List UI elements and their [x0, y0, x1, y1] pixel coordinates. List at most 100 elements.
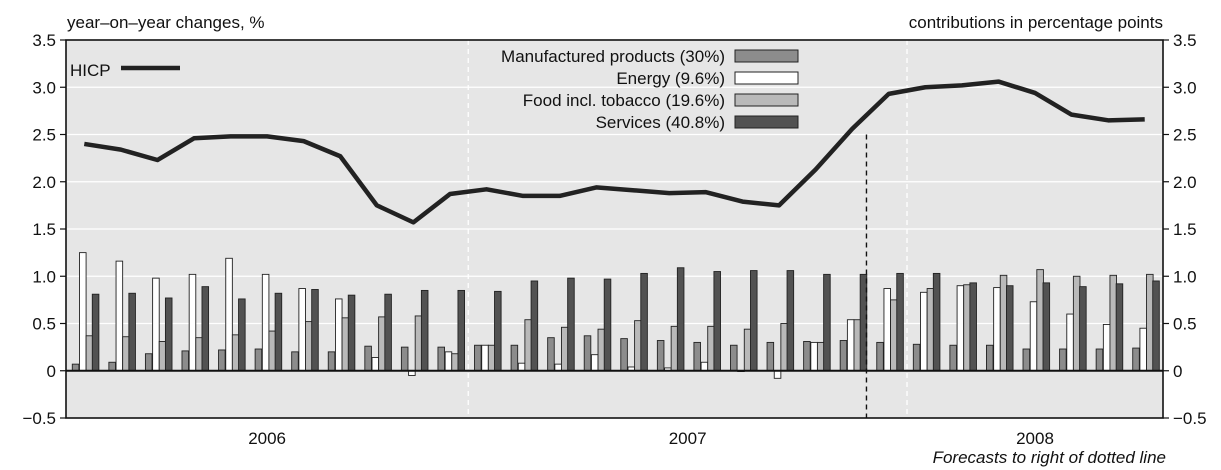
y-tick-label-left: 2.0 — [32, 173, 56, 192]
bar-energy — [846, 319, 855, 372]
left-axis-title: year–on–year changes, % — [67, 13, 265, 32]
bar-energy — [1139, 327, 1147, 372]
bar-energy — [371, 357, 380, 372]
y-tick-label-left: 1.0 — [32, 267, 56, 286]
legend-hicp-label: HICP — [70, 61, 111, 80]
legend-swatch-energy — [734, 71, 799, 85]
bar-manufactured — [181, 350, 190, 372]
y-tick-label-left: 0.5 — [32, 315, 56, 334]
bar-services — [347, 294, 356, 372]
bar-food — [268, 330, 276, 372]
bar-energy — [700, 361, 709, 372]
bar-food — [999, 274, 1008, 372]
bar-manufactured — [766, 341, 775, 372]
bar-food — [707, 325, 715, 372]
bar-services — [603, 278, 612, 372]
y-tick-label-right: 1.5 — [1173, 220, 1197, 239]
y-tick-label-left: 0 — [47, 362, 56, 381]
bar-services — [311, 289, 319, 372]
bar-services — [494, 290, 502, 372]
bar-food — [1036, 269, 1044, 372]
bar-services — [640, 272, 648, 372]
bar-food — [926, 288, 935, 372]
bar-services — [1006, 285, 1014, 372]
bar-manufactured — [254, 348, 263, 372]
y-tick-label-right: 2.5 — [1173, 126, 1197, 145]
y-tick-label-right: 2.0 — [1173, 173, 1197, 192]
bar-food — [853, 319, 862, 372]
y-tick-label-left: 3.0 — [32, 78, 56, 97]
year-label: 2007 — [669, 429, 707, 448]
y-tick-label-left: 3.5 — [32, 31, 56, 50]
bar-food — [158, 341, 167, 372]
bar-food — [1146, 273, 1154, 372]
bar-services — [420, 289, 429, 372]
bar-manufactured — [437, 346, 446, 372]
bar-energy — [481, 344, 489, 372]
forecast-footnote: Forecasts to right of dotted line — [932, 448, 1166, 467]
bar-manufactured — [1132, 347, 1140, 372]
bar-energy — [993, 287, 1001, 372]
bar-energy — [298, 288, 306, 372]
bar-manufactured — [693, 341, 701, 372]
bar-energy — [920, 291, 928, 372]
bar-energy — [444, 351, 453, 372]
legend-label-food: Food incl. tobacco (19.6%) — [523, 91, 725, 110]
bar-manufactured — [400, 346, 409, 372]
bar-services — [750, 270, 758, 372]
bar-manufactured — [803, 341, 811, 372]
bar-food — [1072, 275, 1081, 372]
bar-services — [713, 271, 721, 372]
bar-energy — [1102, 323, 1111, 372]
y-tick-label-left: 1.5 — [32, 220, 56, 239]
bar-energy — [115, 260, 124, 372]
bar-services — [530, 280, 539, 372]
bar-manufactured — [474, 344, 482, 372]
bar-energy — [79, 252, 87, 372]
bar-services — [1115, 283, 1124, 372]
bar-services — [676, 267, 685, 372]
bar-food — [524, 319, 532, 372]
bar-manufactured — [291, 351, 299, 372]
bar-services — [1042, 282, 1051, 372]
bar-services — [1079, 286, 1087, 372]
y-tick-label-right: 3.5 — [1173, 31, 1197, 50]
bar-services — [457, 289, 466, 372]
bar-services — [969, 282, 977, 372]
plot-frame — [65, 39, 1164, 419]
bar-services — [238, 298, 246, 372]
bar-manufactured — [876, 341, 884, 372]
bar-manufactured — [986, 344, 994, 372]
bar-food — [122, 336, 130, 372]
bar-food — [634, 320, 642, 372]
bar-energy — [883, 288, 892, 372]
y-tick-label-right: 1.0 — [1173, 267, 1197, 286]
bar-energy — [517, 362, 526, 372]
legend-label-manufactured: Manufactured products (30%) — [501, 47, 725, 66]
bar-manufactured — [144, 353, 153, 372]
bar-manufactured — [620, 338, 628, 372]
bar-food — [85, 335, 94, 372]
bar-food — [670, 325, 679, 372]
hicp-line — [83, 79, 1145, 225]
bar-energy — [188, 273, 197, 372]
y-tick-label-left: 2.5 — [32, 126, 56, 145]
bar-food — [378, 316, 386, 372]
bar-energy — [152, 277, 160, 372]
bar-services — [932, 272, 941, 372]
legend-swatch-food — [734, 93, 799, 107]
bar-food — [561, 326, 569, 372]
bar-services — [128, 292, 136, 372]
bar-energy — [261, 273, 270, 372]
bar-services — [201, 286, 210, 372]
bar-services — [1152, 280, 1160, 372]
y-tick-label-right: 0.5 — [1173, 315, 1197, 334]
bar-food — [1109, 274, 1117, 372]
bar-services — [567, 277, 575, 372]
bar-energy — [225, 257, 233, 372]
y-tick-label-right: −0.5 — [1173, 409, 1207, 428]
legend-label-energy: Energy (9.6%) — [616, 69, 725, 88]
bar-energy — [590, 354, 599, 372]
bar-manufactured — [510, 344, 519, 372]
